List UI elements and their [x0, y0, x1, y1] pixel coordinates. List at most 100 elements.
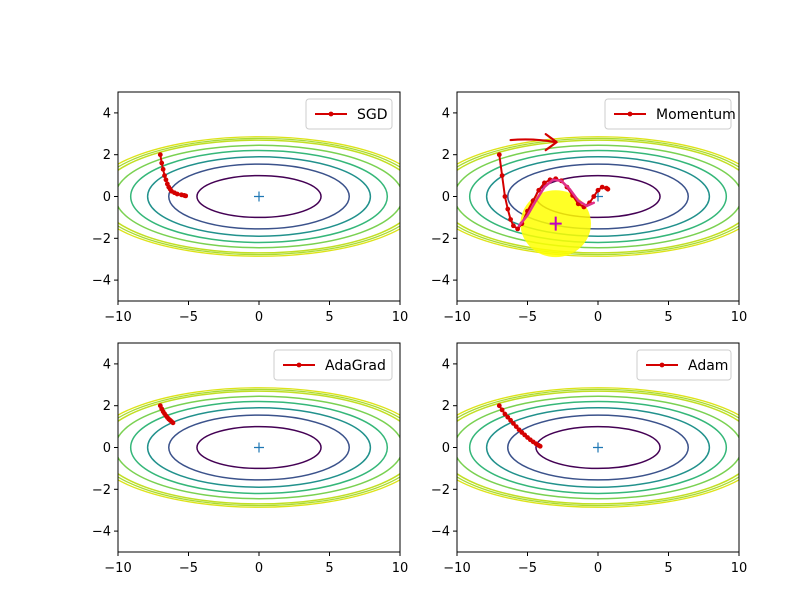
y-tick-label: −4	[431, 274, 450, 289]
subplot-bottom-right: −10 −5 0 5 10 4 2 0 −2 −4 Adam	[431, 342, 748, 576]
minimum-marker	[254, 191, 264, 202]
series-Momentum-point	[499, 173, 505, 179]
contour-level-1	[196, 174, 322, 219]
y-tick-label: 2	[103, 399, 111, 414]
legend-box	[273, 349, 393, 381]
contour-level-4	[129, 149, 389, 244]
contour-level-6	[118, 139, 400, 254]
x-tick-label: −10	[443, 310, 470, 325]
x-tick-label: 5	[325, 561, 333, 576]
y-tick-label: −2	[431, 232, 450, 247]
contour-outer-ring-2	[118, 136, 400, 257]
series-Adam-point	[537, 443, 543, 449]
contour-level-3	[485, 156, 711, 237]
series-Momentum-point	[496, 152, 502, 158]
contour-level-6	[118, 390, 400, 505]
series-AdaGrad-point	[170, 420, 176, 426]
plot-area	[118, 136, 400, 257]
drawn-arrow-head	[544, 133, 558, 152]
contour-outer-ring-1	[118, 137, 400, 256]
series-SGD-point	[157, 152, 163, 158]
legend-marker	[328, 111, 334, 117]
y-tick-label: 0	[442, 441, 450, 456]
subplot-top-right: −10 −5 0 5 10 4 2 0 −2 −4 Momentum	[431, 91, 747, 325]
series-Momentum-point	[508, 217, 513, 222]
x-tick-label: −10	[104, 561, 131, 576]
contour-outer-ring-1	[457, 137, 739, 256]
y-tick-label: 0	[103, 441, 111, 456]
minimum-marker	[593, 442, 603, 453]
series-SGD-point	[160, 166, 166, 172]
x-tick-label: 10	[392, 561, 409, 576]
contour-level-5	[457, 395, 739, 500]
plot-area	[457, 136, 739, 258]
x-tick-label: −10	[104, 310, 131, 325]
x-tick-label: 5	[664, 310, 672, 325]
series-Momentum-point	[536, 187, 542, 193]
contour-outer-ring-2	[118, 387, 400, 508]
contour-level-3	[146, 407, 372, 488]
minimum-marker	[254, 442, 264, 453]
x-tick-label: 10	[731, 561, 748, 576]
legend: Adam	[636, 349, 732, 381]
contour-level-4	[468, 149, 728, 244]
legend-box	[305, 98, 393, 130]
contour-level-6	[457, 390, 739, 505]
y-tick-label: 2	[442, 148, 450, 163]
y-tick-label: −2	[431, 483, 450, 498]
drawn-plus-marker	[549, 216, 562, 231]
x-tick-label: −5	[179, 310, 198, 325]
y-tick-label: 4	[103, 357, 111, 372]
series-SGD-point	[183, 193, 189, 199]
contour-level-5	[457, 144, 739, 249]
contour-outer-ring-2	[457, 387, 739, 508]
drawn-wave	[517, 178, 596, 228]
contour-level-3	[485, 407, 711, 488]
series-Momentum-point	[605, 186, 611, 192]
series-Adam-point	[505, 414, 511, 420]
y-tick-label: −4	[92, 525, 111, 540]
series-Adam-point	[499, 407, 505, 413]
x-tick-label: −10	[443, 561, 470, 576]
y-tick-label: −4	[431, 525, 450, 540]
x-tick-label: 10	[392, 310, 409, 325]
contour-outer-ring-1	[457, 388, 739, 507]
series-Adam-point	[508, 417, 513, 423]
series-Momentum-point	[542, 180, 547, 186]
legend-box	[636, 349, 732, 381]
series-Momentum-point	[599, 184, 605, 190]
contour-level-4	[468, 400, 728, 495]
y-tick-label: −2	[92, 483, 111, 498]
legend-box	[604, 98, 732, 130]
x-tick-label: 5	[325, 310, 333, 325]
plot-area	[118, 387, 400, 508]
series-SGD-point	[174, 191, 180, 197]
contour-level-2	[168, 414, 350, 481]
legend-marker	[659, 362, 665, 368]
x-tick-label: 0	[594, 310, 602, 325]
y-tick-label: −2	[92, 232, 111, 247]
contour-level-5	[118, 395, 400, 500]
legend-label: SGD	[357, 107, 388, 123]
contour-level-4	[129, 400, 389, 495]
plot-area	[457, 387, 739, 508]
legend: AdaGrad	[273, 349, 393, 381]
series-SGD-point	[163, 177, 169, 183]
y-tick-label: 0	[442, 190, 450, 205]
subplot-bottom-left: −10 −5 0 5 10 4 2 0 −2 −4 AdaGrad	[92, 342, 409, 576]
legend: SGD	[305, 98, 393, 130]
y-tick-label: 2	[103, 148, 111, 163]
contour-outer-ring-1	[118, 388, 400, 507]
legend-marker	[296, 362, 302, 368]
y-tick-label: 2	[442, 399, 450, 414]
y-tick-label: 0	[103, 190, 111, 205]
series-Momentum-point	[595, 187, 601, 193]
subplot-top-left: −10 −5 0 5 10 4 2 0 −2 −4 SGD	[92, 91, 409, 325]
y-tick-label: 4	[103, 106, 111, 121]
y-tick-label: −4	[92, 274, 111, 289]
x-tick-label: −5	[179, 561, 198, 576]
legend-label: AdaGrad	[325, 358, 386, 374]
x-tick-label: 5	[664, 561, 672, 576]
